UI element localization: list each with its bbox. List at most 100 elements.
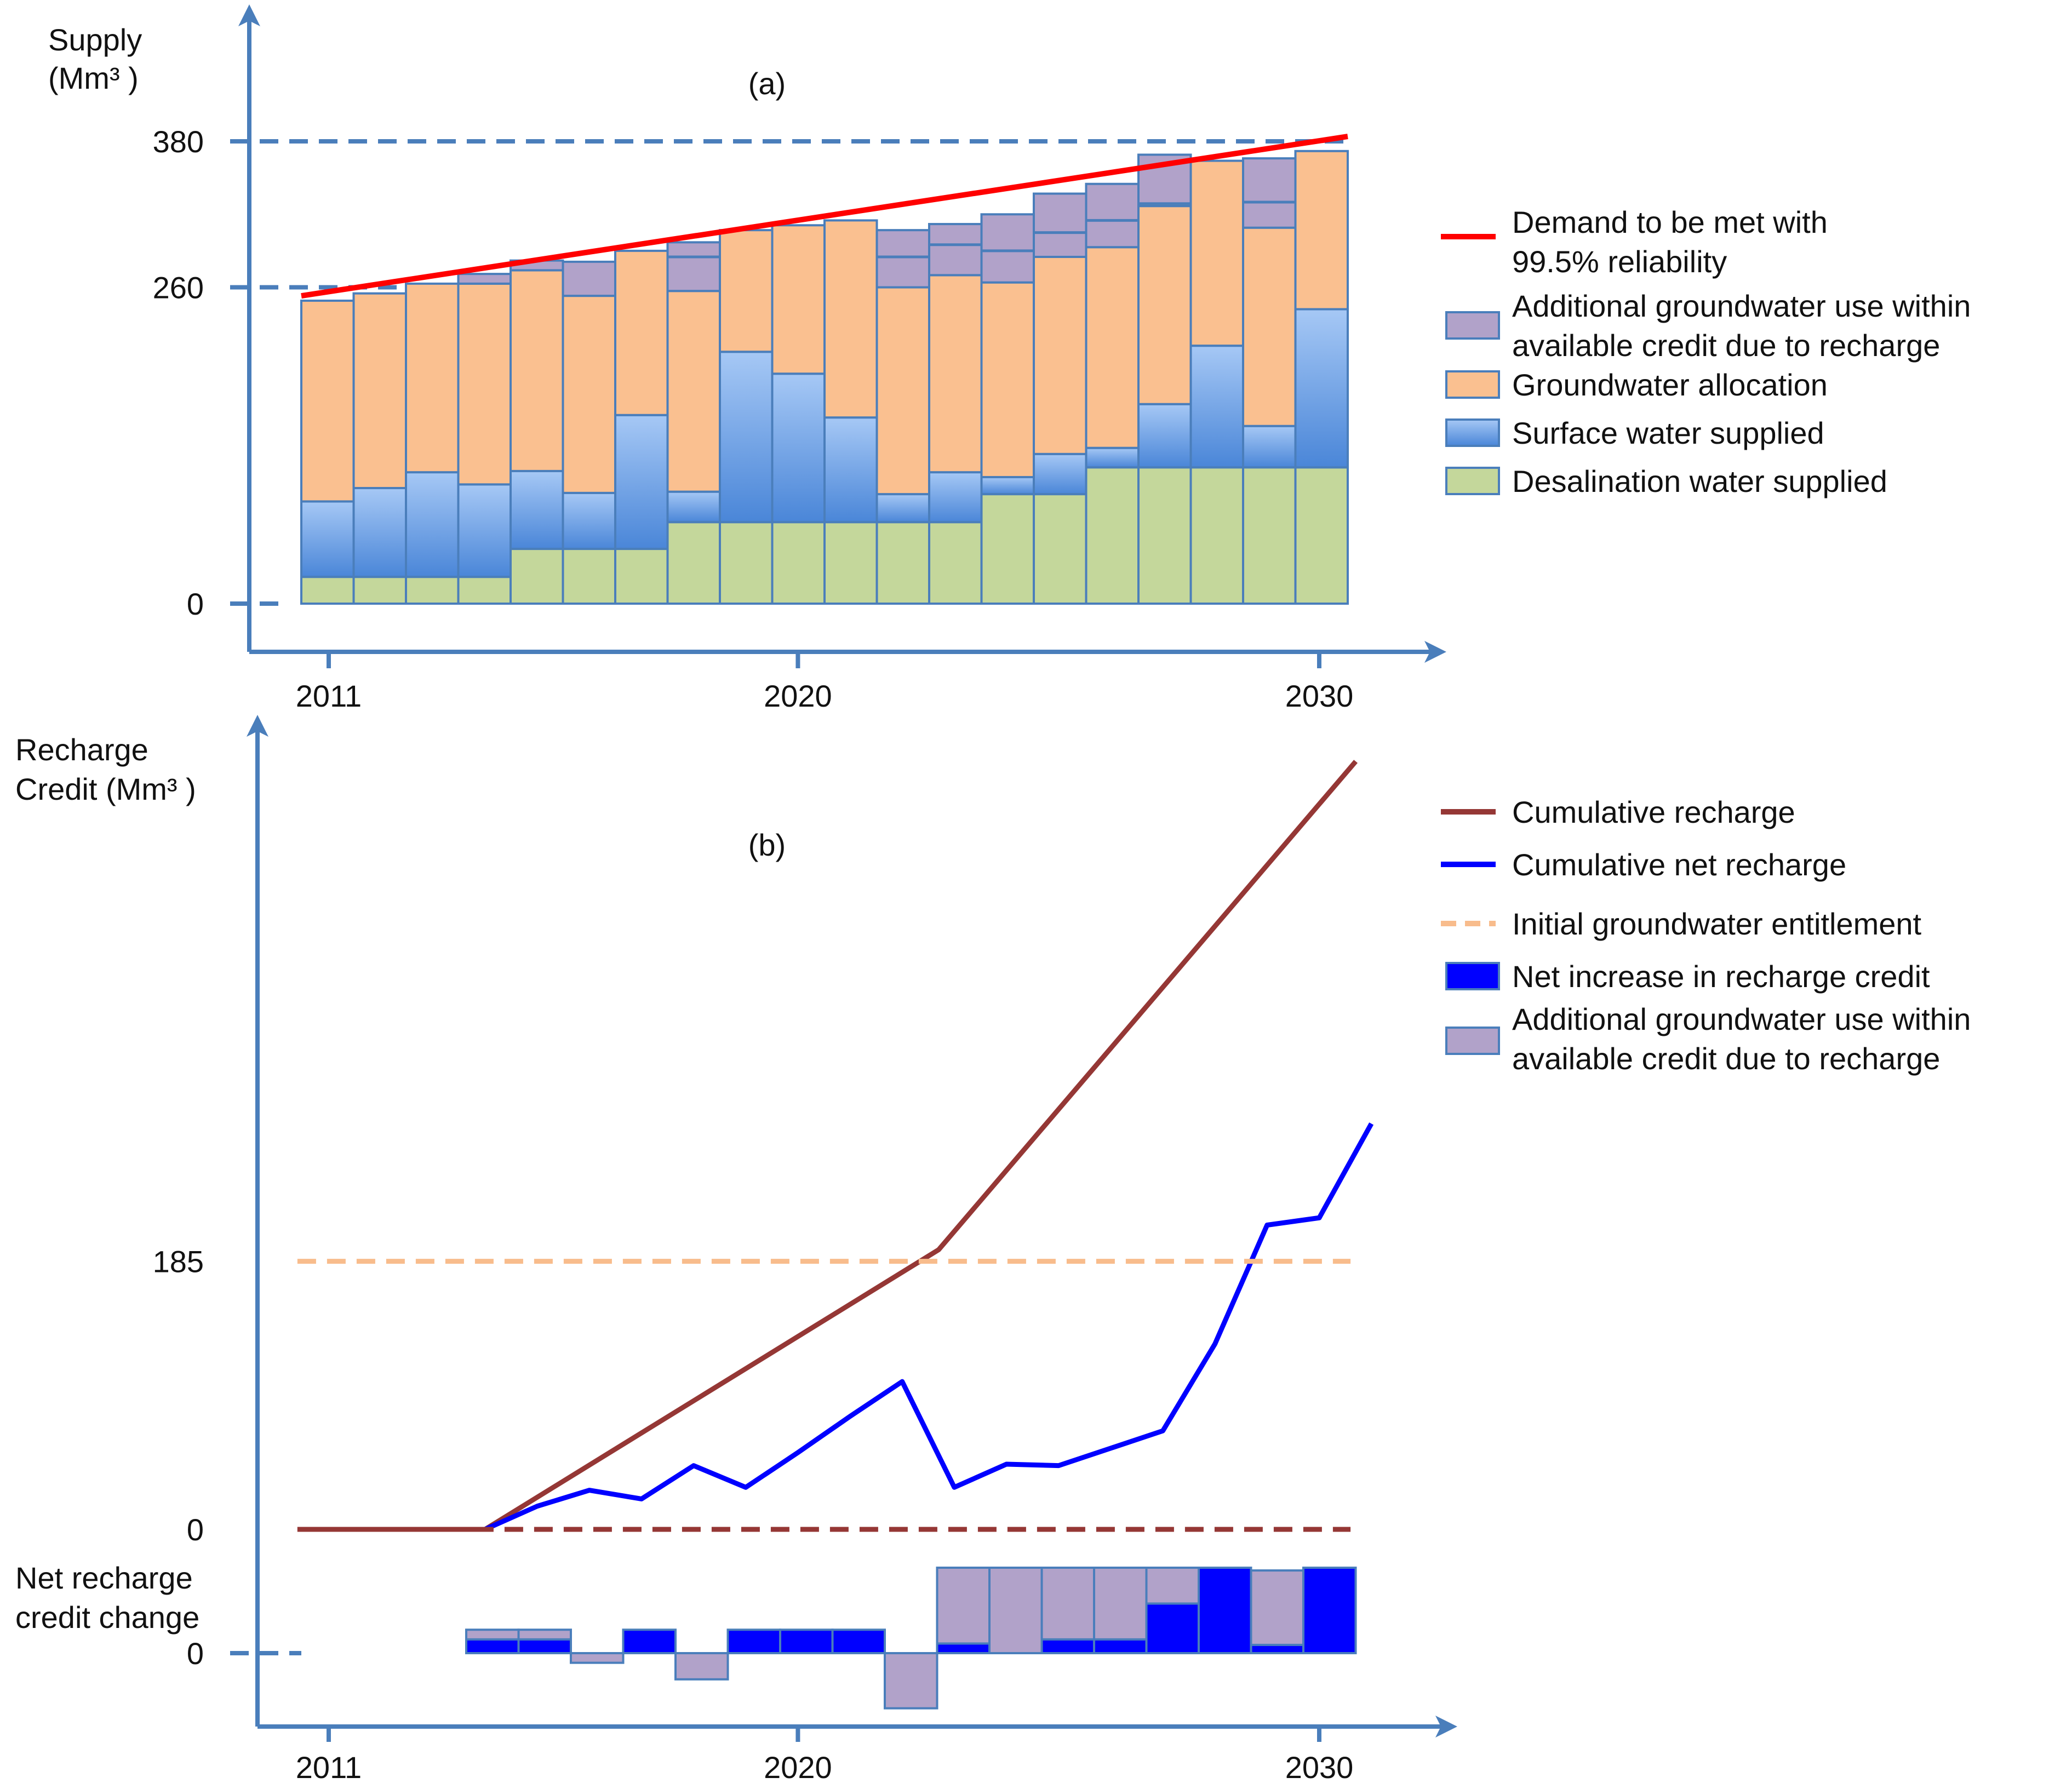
panel-a-bar-green-2018 (666, 521, 721, 605)
panel-c-bar-purple-2028 (1145, 1567, 1200, 1605)
panel-a-bar-orange-2025 (1033, 256, 1087, 455)
panel-a-bar-blue-2030 (1294, 308, 1349, 469)
panel-a-bar-orange-2016 (562, 295, 616, 494)
panel-a-legend-label2-1: available credit due to recharge (1512, 328, 1940, 363)
panel-a-bar-orange-2011 (300, 299, 355, 503)
panel-c-bar-blue-2029 (1198, 1567, 1252, 1654)
panel-a-bar-blue-2022 (875, 493, 930, 524)
panel-a-bar-green-2019 (719, 521, 774, 605)
panel-a-bar-green-2029 (1242, 466, 1297, 605)
panel-c-bar-blue-2016 (517, 1638, 572, 1654)
panel-c-bar-blue-2027 (1093, 1638, 1148, 1654)
panel-a-bar-blue-2012 (352, 487, 407, 578)
panel-b-label: (b) (748, 828, 786, 862)
panel-a-bar-green-2013 (405, 576, 460, 605)
panel-a-bar-purple-2024 (980, 213, 1035, 284)
panel-a-ytick-label-0: 0 (187, 587, 204, 621)
panel-a-bar-purple-2025 (1033, 192, 1087, 258)
panel-a-bar-orange-2013 (405, 282, 460, 474)
panel-c-bar-blue-2026 (1040, 1638, 1095, 1654)
panel-a-legend-label-4: Desalination water supplied (1512, 464, 1887, 498)
panel-a-bar-blue-2020 (771, 372, 826, 524)
panel-a-xtick-label-1: 2020 (764, 679, 832, 713)
panel-a-bar-green-2023 (928, 521, 983, 605)
panel-a-bar-orange-2018 (666, 290, 721, 493)
panel-a-legend-label-1: Additional groundwater use within (1512, 289, 1971, 323)
panel-c-bar-purple-2017 (570, 1652, 625, 1664)
panel-a-bar-green-2015 (510, 548, 564, 605)
panel-a-bar-blue-2014 (457, 483, 512, 578)
panel-b-ytick-label-0: 0 (187, 1512, 204, 1547)
panel-b-xtick-label-2: 2030 (1285, 1750, 1354, 1785)
panel-a-bar-orange-2015 (510, 269, 564, 472)
panel-a-bar-blue-2015 (510, 469, 564, 551)
panel-a: Supply (Mm³ ) (a) 0 260 380 2011 2020 2030 D… (48, 4, 1971, 713)
panel-a-bar-green-2027 (1137, 466, 1192, 605)
panel-a-xticks: 2011 2020 2030 (296, 652, 1353, 713)
panel-c-ylabel-line1: Net recharge (15, 1561, 193, 1595)
panel-c-bar-blue-2028 (1145, 1602, 1200, 1655)
panel-c-bar-purple-2015 (465, 1629, 520, 1641)
panel-a-legend-swatch-4 (1445, 467, 1500, 495)
panel-c-bar-purple-2024 (936, 1567, 991, 1645)
panel-a-bar-orange-2028 (1189, 159, 1244, 347)
panel-a-bar-orange-2023 (928, 274, 983, 474)
panel-a-bar-orange-2019 (719, 229, 774, 353)
panel-a-bar-purple-2014 (457, 273, 512, 285)
panel-a-bar-blue-2023 (928, 471, 983, 524)
panel-a-bar-orange-2026 (1085, 246, 1140, 449)
panel-a-bar-purple-2029 (1242, 157, 1297, 229)
panel-b-ticks: 0 185 (153, 1245, 204, 1547)
panel-a-bar-purple-2023 (928, 223, 983, 277)
panel-a-bar-purple-2016 (562, 260, 616, 297)
panel-a-bar-blue-2016 (562, 491, 616, 551)
panel-b-ylabel-line2: Credit (Mm³ ) (15, 772, 196, 806)
panel-c-bar-blue-2024 (936, 1642, 991, 1655)
panel-a-bars (300, 150, 1349, 605)
panel-a-bar-green-2030 (1294, 466, 1349, 605)
panel-a-bar-orange-2017 (614, 249, 669, 416)
panel-a-legend-swatch-1 (1445, 311, 1500, 340)
panel-a-bar-blue-2021 (823, 416, 878, 524)
panel-b-legend-label-0: Cumulative recharge (1512, 795, 1795, 829)
panel-b-xticks: 2011 2020 2030 (296, 1727, 1354, 1785)
panel-c-bar-purple-2026 (1040, 1567, 1095, 1641)
panel-a-legend-label-3: Surface water supplied (1512, 416, 1824, 450)
panel-c: Net recharge credit change 0 (15, 1561, 1357, 1710)
panel-a-bar-orange-2012 (352, 292, 407, 489)
panel-a-bar-green-2022 (875, 521, 930, 605)
panel-a-bar-blue-2013 (405, 471, 460, 578)
panel-a-bar-green-2026 (1085, 466, 1140, 605)
panel-a-bar-blue-2019 (719, 351, 774, 524)
panel-a-bar-orange-2014 (457, 282, 512, 486)
panel-a-bar-orange-2021 (823, 219, 878, 419)
panel-c-bar-purple-2030 (1250, 1569, 1304, 1646)
panel-a-bar-blue-2029 (1242, 425, 1297, 469)
panel-c-ticks: 0 (187, 1636, 301, 1671)
panel-c-bars (465, 1567, 1357, 1710)
panel-b-series-line-0 (297, 760, 1358, 1532)
panel-a-bar-orange-2029 (1242, 226, 1297, 427)
panel-a-bar-purple-2018 (666, 241, 721, 293)
panel-a-ylabel-line1: Supply (48, 22, 142, 57)
panel-a-bar-green-2016 (562, 548, 616, 605)
panel-a-bar-green-2017 (614, 548, 669, 605)
panel-b-ylabel-line1: Recharge (15, 732, 148, 767)
panel-c-bar-blue-2022 (831, 1629, 886, 1655)
panel-b-legend-label2-4: available credit due to recharge (1512, 1041, 1940, 1076)
panel-a-legend-swatch-3 (1445, 418, 1500, 447)
panel-a-legend-label-0: Demand to be met with (1512, 205, 1828, 239)
panel-a-ytick-label-1: 260 (153, 271, 204, 305)
panel-c-bar-purple-2023 (884, 1652, 938, 1710)
panel-a-bar-orange-2020 (771, 224, 826, 375)
panel-c-ylabel-line2: credit change (15, 1600, 199, 1635)
panel-a-bar-green-2024 (980, 493, 1035, 605)
panel-b-legend-label-4: Additional groundwater use within (1512, 1002, 1971, 1036)
panel-c-bar-blue-2030 (1250, 1643, 1304, 1655)
panel-c-bar-blue-2021 (779, 1629, 834, 1655)
panel-a-bar-green-2025 (1033, 493, 1087, 605)
panel-a-bar-blue-2017 (614, 414, 669, 551)
panel-b-lines (297, 760, 1374, 1532)
panel-a-ytick-label-2: 380 (153, 124, 204, 159)
panel-c-bar-purple-2027 (1093, 1567, 1148, 1641)
